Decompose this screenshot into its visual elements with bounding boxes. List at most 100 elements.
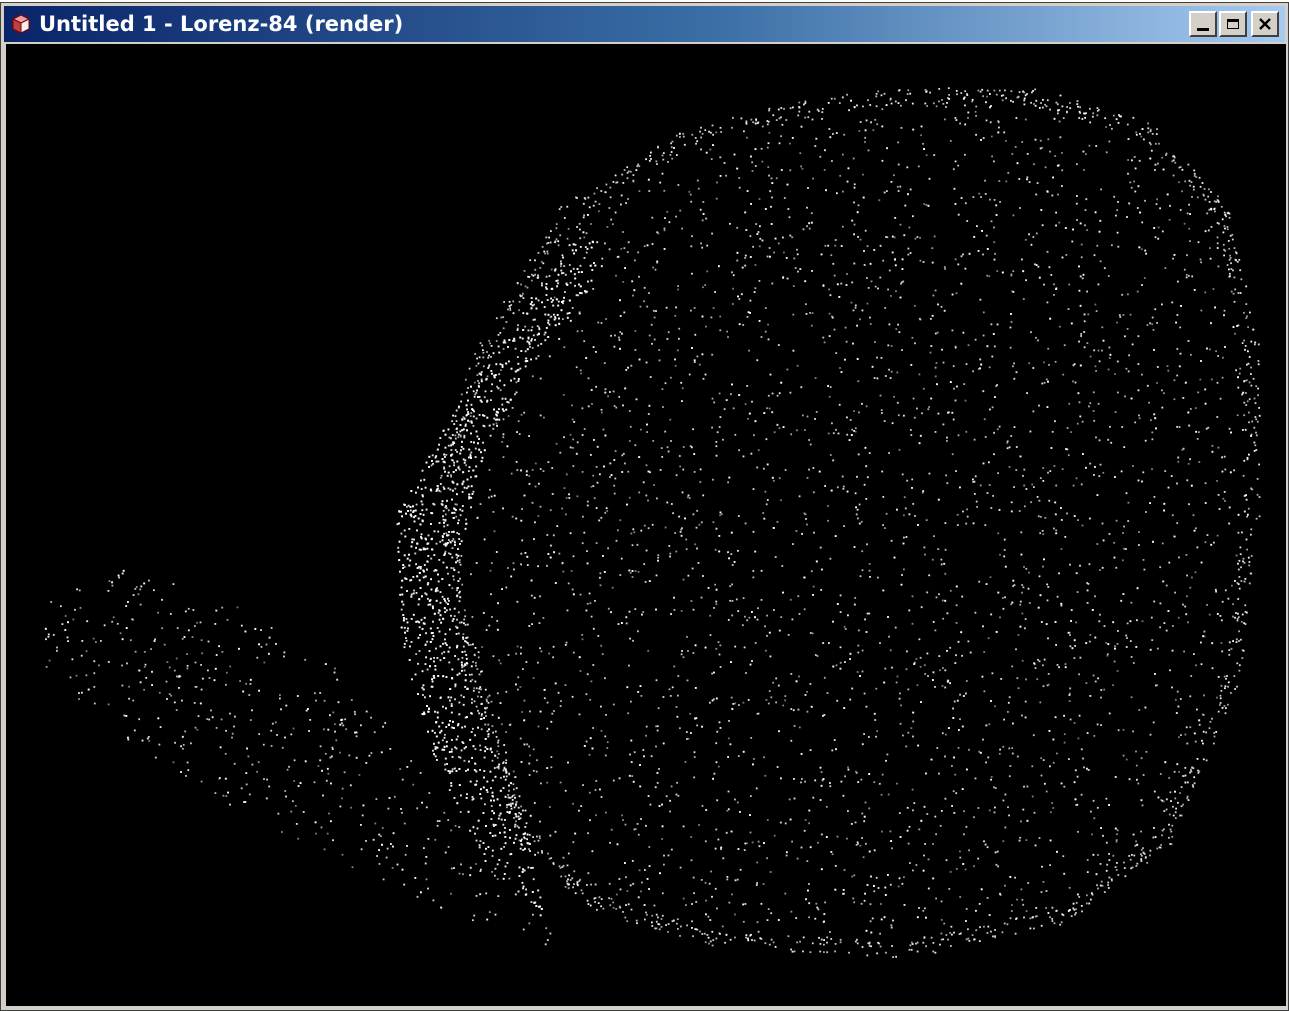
render-canvas[interactable]	[6, 44, 1286, 1006]
attractor-point	[491, 871, 493, 873]
attractor-point	[1140, 830, 1142, 833]
title-bar[interactable]: Untitled 1 - Lorenz-84 (render)	[4, 6, 1285, 42]
attractor-point	[1081, 277, 1084, 280]
attractor-point	[370, 752, 373, 754]
attractor-point	[587, 377, 590, 380]
attractor-point	[317, 765, 320, 767]
attractor-point	[1050, 811, 1052, 814]
attractor-point	[632, 179, 635, 182]
attractor-point	[926, 652, 929, 655]
attractor-point	[491, 725, 494, 727]
attractor-point	[1062, 117, 1065, 119]
attractor-point	[814, 654, 817, 656]
attractor-point	[939, 669, 941, 672]
attractor-point	[210, 709, 212, 712]
minimize-button[interactable]	[1189, 11, 1217, 37]
attractor-point	[611, 586, 614, 589]
attractor-point	[1237, 562, 1239, 565]
attractor-point	[493, 494, 496, 497]
attractor-point	[1008, 775, 1011, 778]
attractor-point	[557, 244, 560, 247]
attractor-point	[150, 648, 152, 650]
attractor-point	[1151, 316, 1154, 319]
attractor-point	[1153, 600, 1156, 603]
attractor-point	[723, 408, 726, 410]
attractor-point	[975, 500, 978, 503]
attractor-point	[748, 349, 750, 352]
attractor-point	[297, 785, 300, 787]
attractor-point	[864, 229, 867, 232]
attractor-point	[859, 575, 862, 578]
attractor-point	[1177, 280, 1179, 283]
attractor-point	[111, 581, 113, 584]
attractor-point	[993, 241, 996, 244]
attractor-point	[528, 625, 531, 627]
attractor-point	[864, 446, 867, 449]
attractor-point	[1041, 382, 1044, 385]
attractor-point	[718, 653, 721, 656]
attractor-point	[876, 377, 879, 380]
attractor-point	[329, 714, 331, 717]
attractor-point	[965, 430, 968, 433]
attractor-point	[715, 131, 718, 134]
close-button[interactable]	[1251, 11, 1279, 37]
attractor-point	[790, 708, 793, 710]
attractor-point	[200, 780, 203, 783]
attractor-point	[618, 777, 621, 780]
attractor-point	[425, 878, 428, 881]
attractor-point	[1072, 364, 1075, 367]
attractor-point	[638, 869, 641, 872]
attractor-point	[793, 778, 795, 780]
attractor-point	[820, 589, 823, 591]
attractor-point	[682, 897, 685, 900]
attractor-point	[474, 381, 476, 384]
attractor-point	[1115, 519, 1118, 522]
attractor-point	[739, 868, 742, 871]
attractor-point	[181, 699, 183, 702]
attractor-point	[881, 108, 884, 111]
attractor-point	[539, 414, 542, 417]
attractor-point	[731, 600, 734, 602]
attractor-point	[909, 252, 912, 254]
attractor-point	[566, 609, 569, 612]
attractor-point	[849, 698, 852, 701]
attractor-point	[720, 848, 722, 851]
attractor-point	[850, 99, 852, 102]
attractor-point	[702, 575, 704, 577]
attractor-point	[654, 268, 657, 271]
attractor-point	[1091, 833, 1093, 836]
attractor-point	[1027, 882, 1030, 884]
attractor-point	[1125, 367, 1128, 370]
attractor-point	[993, 226, 995, 229]
attractor-point	[470, 451, 473, 454]
attractor-point	[870, 931, 873, 934]
attractor-point	[293, 780, 296, 782]
attractor-point	[623, 247, 626, 249]
attractor-point	[1138, 709, 1141, 711]
attractor-point	[768, 407, 771, 410]
attractor-point	[953, 812, 956, 814]
maximize-button[interactable]	[1219, 11, 1247, 37]
cube-icon[interactable]	[11, 14, 31, 34]
attractor-point	[1114, 776, 1117, 778]
attractor-point	[988, 461, 990, 464]
attractor-point	[1150, 616, 1153, 619]
attractor-point	[840, 282, 843, 285]
attractor-point	[1117, 201, 1119, 203]
attractor-point	[537, 661, 539, 664]
attractor-point	[331, 748, 334, 750]
attractor-point	[1012, 270, 1015, 273]
attractor-point	[1143, 277, 1146, 279]
attractor-point	[319, 759, 322, 762]
attractor-point	[710, 158, 713, 160]
attractor-point	[808, 883, 810, 885]
attractor-point	[752, 245, 754, 248]
attractor-point	[742, 324, 745, 326]
attractor-point	[625, 616, 628, 619]
attractor-point	[249, 683, 252, 685]
attractor-point	[990, 613, 993, 616]
attractor-point	[1049, 150, 1051, 153]
attractor-point	[709, 614, 712, 617]
attractor-point	[1195, 527, 1197, 530]
attractor-point	[1053, 117, 1056, 120]
